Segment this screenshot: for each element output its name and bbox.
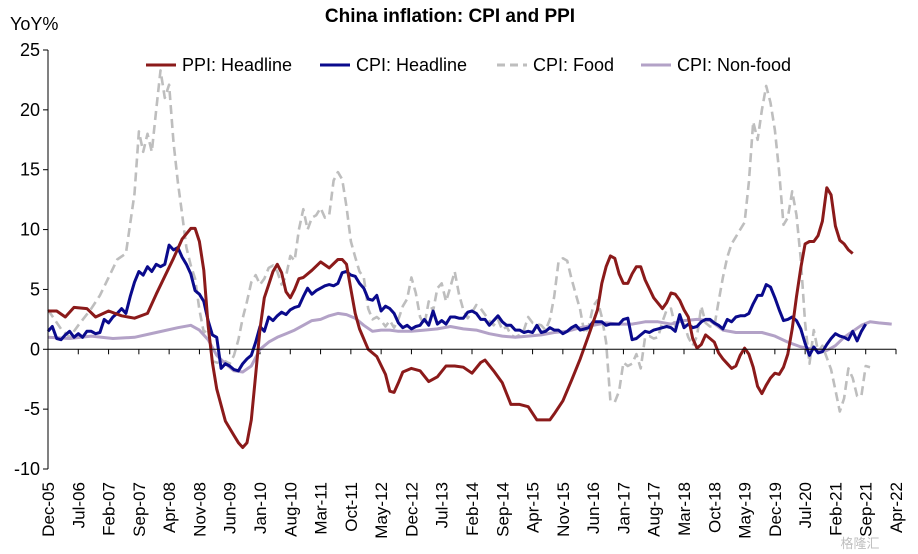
y-tick-label: -10	[14, 459, 40, 479]
x-tick-label: Dec-05	[39, 482, 58, 537]
y-tick-label: -5	[24, 399, 40, 419]
x-tick-label: Oct-18	[705, 482, 724, 533]
x-tick-label: Nov-15	[554, 482, 573, 537]
x-tick-label: Jan-17	[614, 482, 633, 534]
series-line-cpi-headline	[46, 243, 867, 373]
y-tick-labels: 25 20 15 10 5 0 -5 -10	[14, 40, 48, 479]
x-tick-label: May-19	[736, 482, 755, 539]
series-line-cpi-non-food	[47, 311, 892, 374]
legend-label: CPI: Food	[533, 55, 614, 75]
legend-label: CPI: Non-food	[677, 55, 791, 75]
y-tick-label: 0	[30, 339, 40, 359]
x-tick-label: Aug-17	[645, 482, 664, 537]
x-tick-label: Mar-18	[675, 482, 694, 536]
x-tick-label: Jul-06	[69, 482, 88, 528]
chart-title: China inflation: CPI and PPI	[325, 6, 575, 27]
legend: PPI: Headline CPI: Headline CPI: Food CPI: …	[146, 55, 791, 75]
y-tick-label: 10	[20, 220, 40, 240]
legend-label: CPI: Headline	[356, 55, 467, 75]
x-tick-label: Jun-16	[584, 482, 603, 534]
x-tick-label: Dec-12	[402, 482, 421, 537]
legend-label: PPI: Headline	[182, 55, 292, 75]
x-tick-label: Dec-19	[766, 482, 785, 537]
series-line-ppi-headline	[48, 186, 854, 449]
x-tick-label: Sep-14	[493, 482, 512, 537]
x-tick-label: Oct-11	[342, 482, 361, 532]
x-tick-labels: Dec-05 Jul-06 Feb-07 Sep-07 Apr-08 Nov-08 Jun-…	[39, 349, 906, 539]
y-tick-label: 20	[20, 100, 40, 120]
x-tick-label: Jun-09	[221, 482, 240, 534]
x-tick-label: Jan-10	[251, 482, 270, 534]
y-tick-label: 15	[20, 160, 40, 180]
x-tick-label: Apr-22	[887, 482, 906, 533]
x-tick-label: Sep-07	[130, 482, 149, 537]
x-tick-label: Nov-08	[190, 482, 209, 537]
x-tick-label: Feb-21	[826, 482, 845, 536]
x-tick-label: Feb-14	[463, 482, 482, 536]
x-tick-label: Sep-21	[857, 482, 876, 537]
x-tick-label: Jul-13	[433, 482, 452, 528]
watermark-text: 格隆汇	[840, 536, 879, 551]
series-lines	[46, 69, 892, 449]
x-tick-label: Mar-11	[312, 482, 331, 535]
y-tick-label: 25	[20, 40, 40, 60]
x-tick-label: Aug-10	[281, 482, 300, 537]
x-tick-label: Feb-07	[100, 482, 119, 536]
y-tick-label: 5	[30, 279, 40, 299]
series-line-cpi-food	[46, 69, 871, 413]
x-tick-label: Apr-15	[524, 482, 543, 533]
x-tick-label: Jul-20	[796, 482, 815, 528]
x-tick-label: Apr-08	[160, 482, 179, 533]
x-tick-label: May-12	[372, 482, 391, 539]
y-axis-unit-label: YoY%	[10, 14, 58, 34]
